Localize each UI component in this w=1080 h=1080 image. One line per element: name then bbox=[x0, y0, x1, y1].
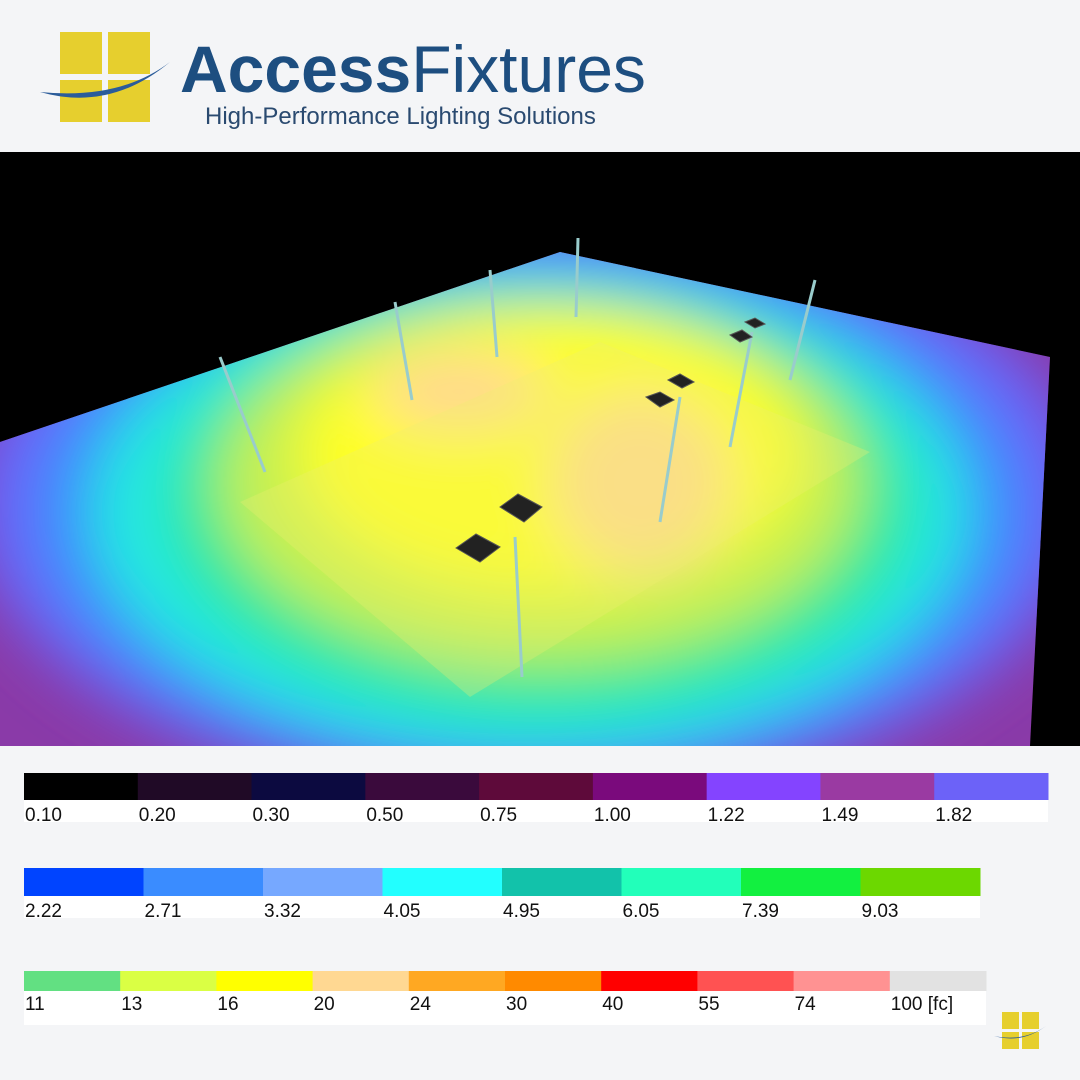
swatch bbox=[24, 773, 139, 800]
swatch-label: 24 bbox=[410, 994, 432, 1015]
swatch bbox=[889, 971, 987, 991]
swatch bbox=[137, 773, 253, 800]
swatch-label: 3.32 bbox=[264, 901, 301, 922]
swatch bbox=[382, 868, 503, 896]
swatch bbox=[479, 773, 594, 800]
swatch-label: 30 bbox=[506, 994, 527, 1015]
swatch-label: 4.05 bbox=[384, 901, 421, 922]
swatch-label: 74 bbox=[795, 994, 817, 1015]
legend: 0.10 0.20 0.30 0.50 0.75 1.00 1.22 1.49 1.82 2.22… bbox=[24, 773, 1049, 1025]
swatch-label: 7.39 bbox=[742, 901, 779, 922]
swatch-label: 4.95 bbox=[503, 901, 540, 922]
logo bbox=[40, 32, 170, 122]
swatch bbox=[24, 868, 144, 896]
swatch bbox=[143, 868, 264, 896]
swatch-label: 9.03 bbox=[862, 901, 899, 922]
swatch-label: 1.22 bbox=[708, 805, 745, 826]
swatch-label: 40 bbox=[602, 994, 623, 1015]
swatch-label: 1.82 bbox=[935, 805, 972, 826]
swatch-label: 20 bbox=[314, 994, 335, 1015]
swatch bbox=[860, 868, 981, 896]
swatch-label: 2.22 bbox=[25, 901, 62, 922]
header: AccessFixtures High-Performance Lighting… bbox=[40, 32, 646, 130]
swatch-label: 0.30 bbox=[253, 805, 290, 826]
swatch bbox=[621, 868, 742, 896]
swatch bbox=[263, 868, 383, 896]
swatch-label: 0.20 bbox=[139, 805, 176, 826]
swatch bbox=[934, 773, 1049, 800]
swatch bbox=[24, 971, 121, 991]
label-strip bbox=[24, 991, 986, 1025]
swatch-label: 0.50 bbox=[366, 805, 403, 826]
swatch bbox=[251, 773, 366, 800]
swatch bbox=[592, 773, 708, 800]
swatch-label: 0.10 bbox=[25, 805, 62, 826]
label-strip bbox=[24, 896, 980, 918]
swatch bbox=[120, 971, 217, 991]
swatch bbox=[312, 971, 410, 991]
swatch bbox=[820, 773, 935, 800]
swatch-label: 16 bbox=[217, 994, 238, 1015]
swatch bbox=[408, 971, 506, 991]
brand-bold: Access bbox=[180, 32, 411, 106]
swatch bbox=[502, 868, 622, 896]
swatch-label: 1.49 bbox=[821, 805, 858, 826]
swatch-label: 6.05 bbox=[623, 901, 660, 922]
swatch bbox=[793, 971, 891, 991]
small-logo bbox=[994, 1012, 1046, 1049]
swatch bbox=[706, 773, 821, 800]
brand: AccessFixtures bbox=[180, 32, 646, 106]
swatch bbox=[505, 971, 602, 991]
swatch-label: 1.00 bbox=[594, 805, 631, 826]
swatch bbox=[741, 868, 861, 896]
swatch bbox=[216, 971, 314, 991]
brand-light: Fixtures bbox=[411, 32, 646, 106]
swatch-label: 11 bbox=[25, 994, 45, 1015]
render bbox=[0, 152, 1080, 746]
swatch-label: 13 bbox=[121, 994, 142, 1015]
tagline: High-Performance Lighting Solutions bbox=[205, 103, 596, 130]
swatch-label: 2.71 bbox=[145, 901, 182, 922]
label-strip bbox=[24, 800, 1048, 822]
swatch bbox=[365, 773, 480, 800]
swatch bbox=[601, 971, 698, 991]
swatch-label: 0.75 bbox=[480, 805, 517, 826]
swatch bbox=[697, 971, 795, 991]
swatch-label: 100 [fc] bbox=[891, 994, 953, 1015]
swatch-label: 55 bbox=[698, 994, 719, 1015]
